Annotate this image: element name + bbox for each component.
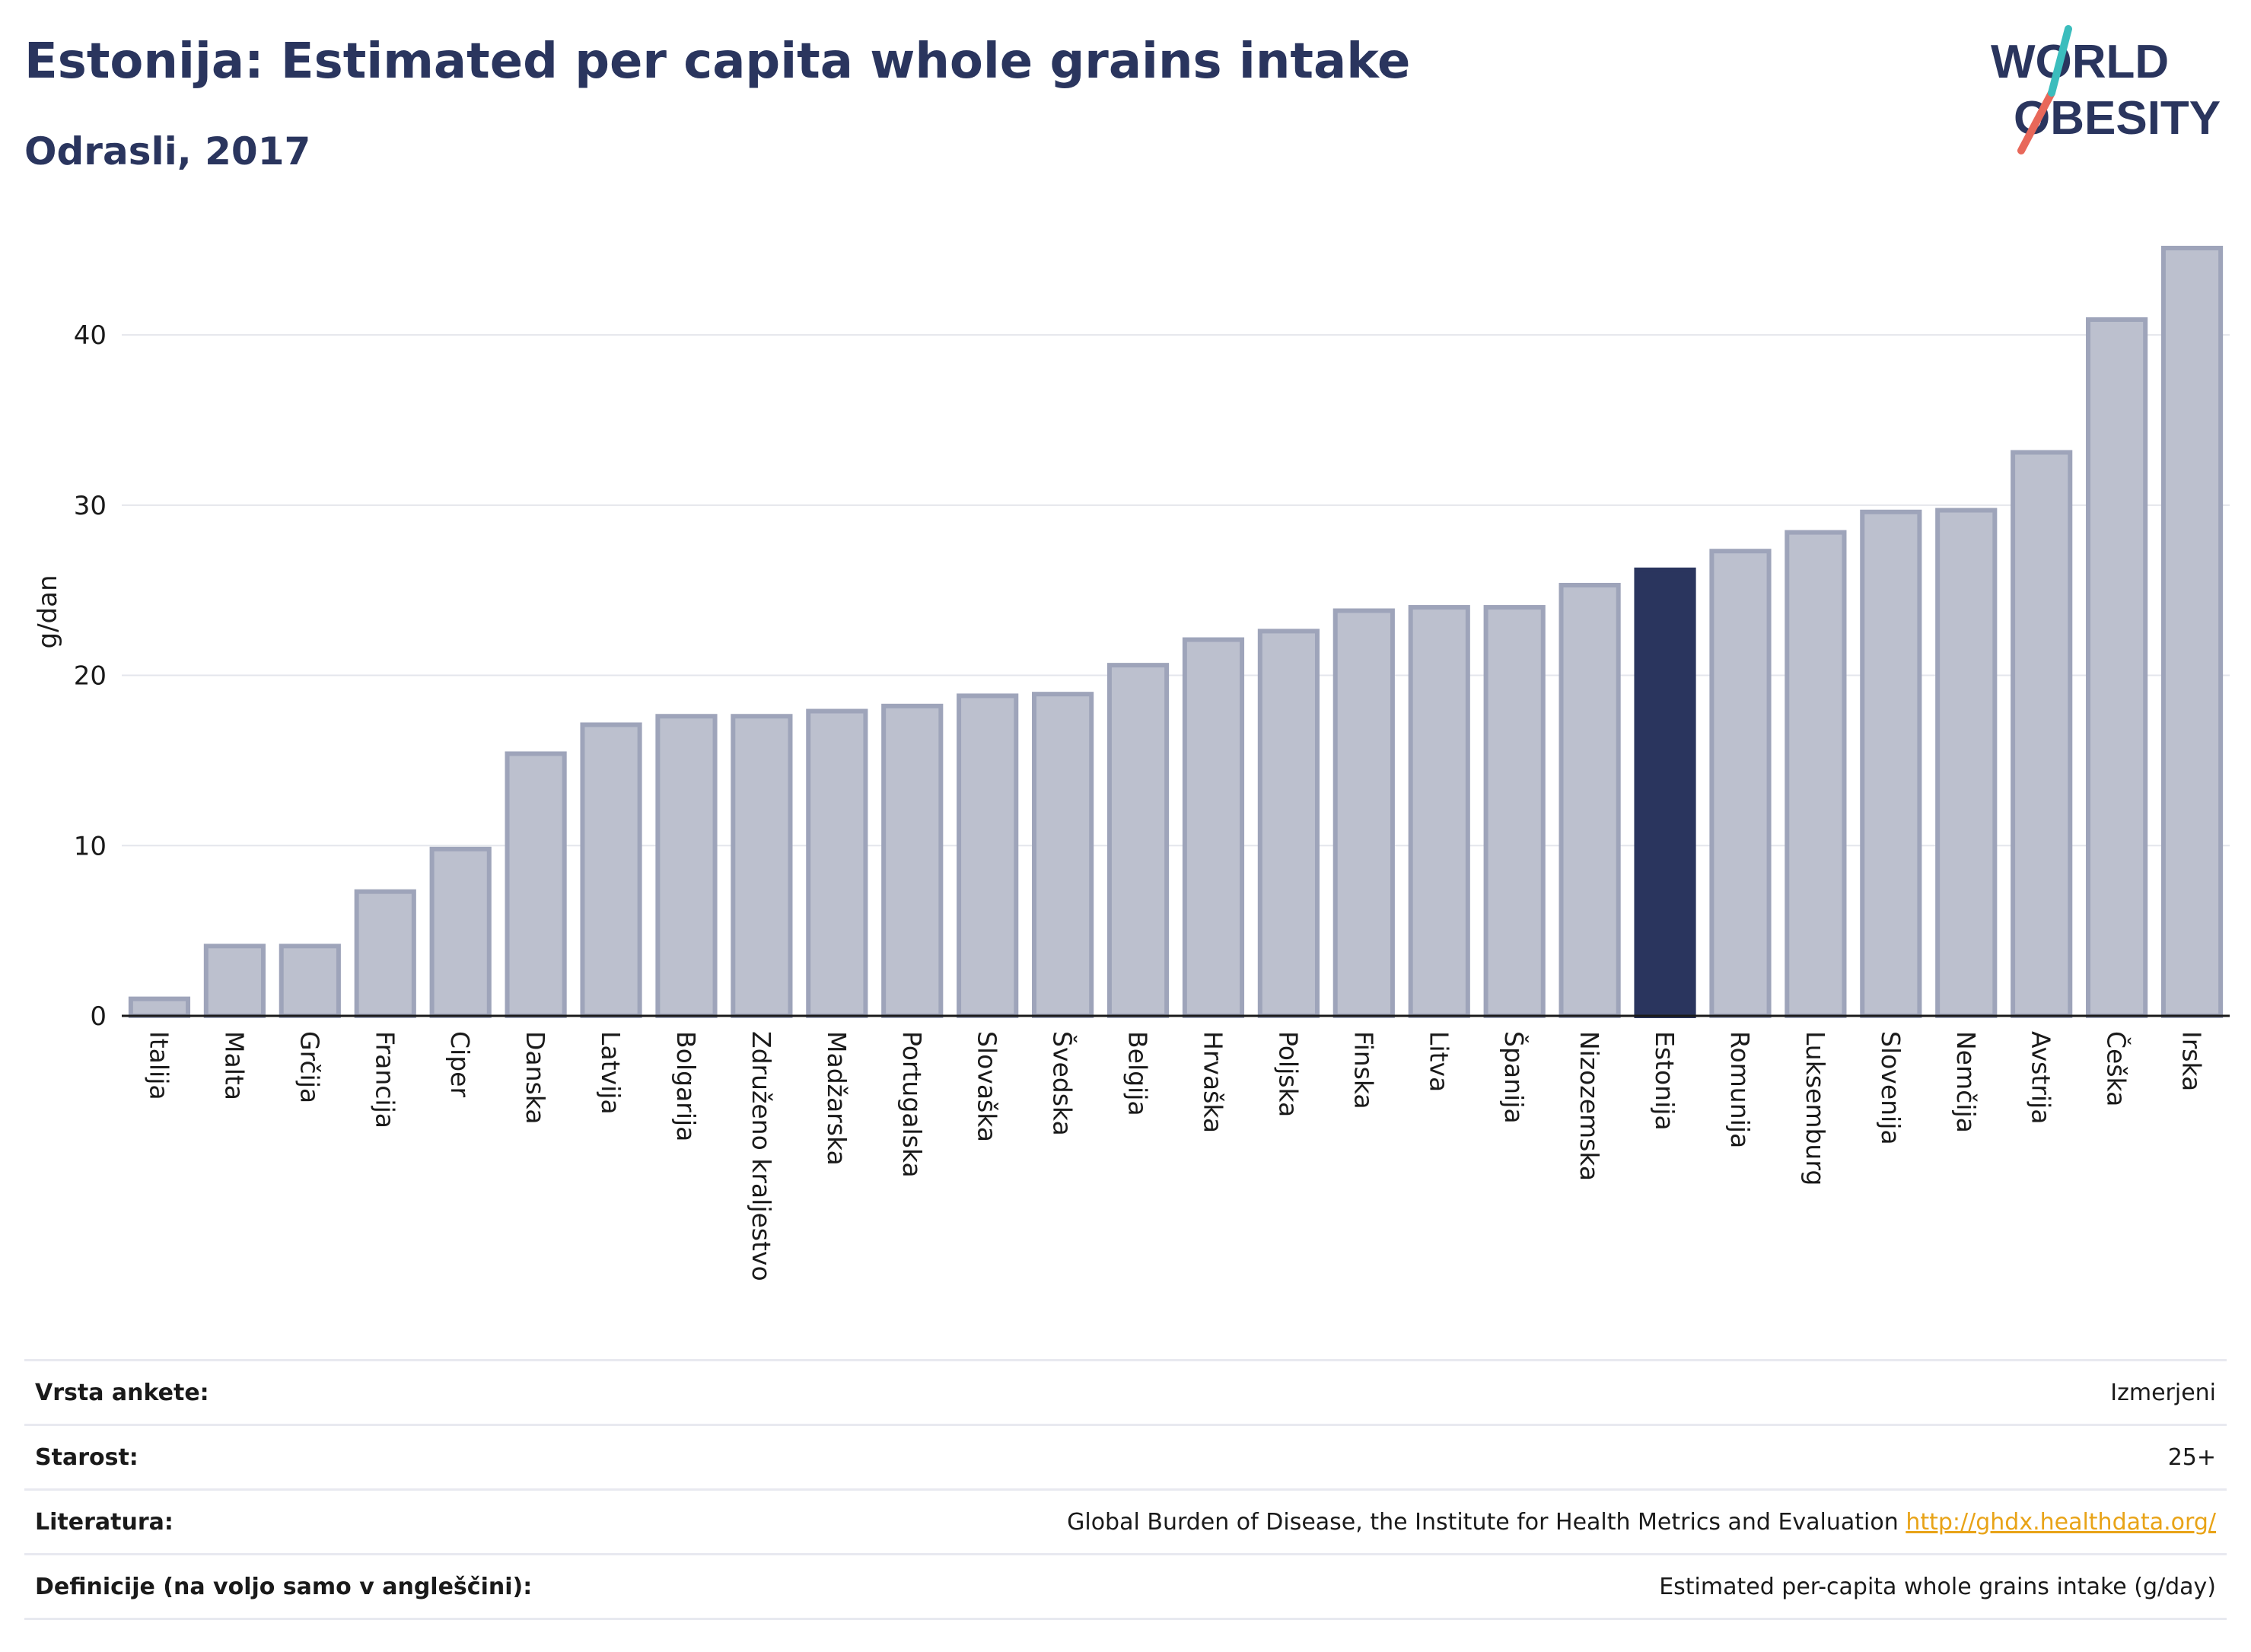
bar-poljska[interactable] [1257, 629, 1320, 1018]
meta-label: Literatura: [35, 1508, 174, 1536]
bar-belgija[interactable] [1106, 663, 1170, 1019]
bar-danska[interactable] [505, 751, 567, 1019]
x-tick-label: Latvija [596, 1031, 626, 1115]
svg-text:WORLD: WORLD [1991, 36, 2169, 88]
y-tick-label: 40 [74, 320, 107, 351]
y-tick-label: 10 [74, 831, 107, 861]
bar-avstrija[interactable] [2011, 450, 2073, 1018]
x-tick-label: Španija [1499, 1031, 1530, 1124]
metadata-table: Vrsta ankete: Izmerjeni Starost: 25+ Lit… [24, 1359, 2227, 1620]
bar-finska[interactable] [1332, 608, 1395, 1018]
bar-litva[interactable] [1408, 605, 1470, 1018]
y-tick-label: 0 [90, 1001, 107, 1032]
bar-nizozemska[interactable] [1559, 582, 1621, 1018]
meta-row-reference: Literatura: Global Burden of Disease, th… [24, 1488, 2227, 1553]
y-axis-label: g/dan [33, 575, 63, 648]
bars [128, 246, 2224, 1019]
reference-link[interactable]: http://ghdx.healthdata.org/ [1906, 1508, 2216, 1536]
x-tick-label: Avstrija [2027, 1031, 2056, 1124]
meta-row-survey-type: Vrsta ankete: Izmerjeni [24, 1359, 2227, 1424]
bar-španija[interactable] [1483, 605, 1546, 1018]
bar-italija[interactable] [128, 996, 191, 1018]
x-tick-label: Romunija [1725, 1031, 1755, 1148]
chart-subtitle: Odrasli, 2017 [24, 129, 311, 173]
meta-label: Definicije (na voljo samo v angleščini): [35, 1573, 533, 1600]
bar-malta[interactable] [203, 944, 266, 1018]
meta-row-age: Starost: 25+ [24, 1424, 2227, 1488]
bar-chart: 0 10 20 30 40 Italija Malta Grčija Francija Ciper… [33, 246, 2230, 1281]
world-obesity-logo: WORLD OBESITY [1991, 25, 2221, 154]
x-tick-label: Slovaška [973, 1031, 1002, 1142]
chart-title: Estonija: Estimated per capita whole gra… [24, 33, 1411, 90]
bar-luksemburg[interactable] [1785, 530, 1847, 1018]
bar-estonija[interactable] [1634, 567, 1696, 1018]
bar-češka[interactable] [2086, 317, 2148, 1018]
meta-row-definition: Definicije (na voljo samo v angleščini):… [24, 1553, 2227, 1620]
x-tick-label: Estonija [1650, 1031, 1679, 1131]
meta-value: Izmerjeni [2110, 1379, 2216, 1406]
bar-švedska[interactable] [1032, 692, 1094, 1019]
reference-text: Global Burden of Disease, the Institute … [1067, 1508, 1899, 1536]
bar-francija[interactable] [354, 889, 416, 1018]
axes: 0 10 20 30 40 Italija Malta Grčija Francija Ciper… [74, 320, 2230, 1281]
meta-value: Estimated per-capita whole grains intake… [1659, 1573, 2216, 1600]
x-tick-label: Švedska [1048, 1031, 1078, 1136]
bar-irska[interactable] [2160, 246, 2224, 1018]
x-tick-label: Slovenija [1876, 1031, 1906, 1145]
x-tick-label: Irska [2177, 1031, 2207, 1091]
x-tick-label: Italija [144, 1031, 174, 1100]
x-tick-label: Madžarska [822, 1031, 852, 1166]
x-tick-label: Češka [2102, 1031, 2132, 1106]
x-tick-label: Nizozemska [1574, 1031, 1604, 1181]
x-tick-label: Finska [1348, 1031, 1378, 1109]
bar-latvija[interactable] [580, 722, 642, 1019]
x-tick-label: Francija [370, 1031, 400, 1128]
x-tick-label: Hrvaška [1198, 1031, 1227, 1133]
x-tick-label: Belgija [1123, 1031, 1153, 1116]
bar-grčija[interactable] [279, 944, 341, 1018]
bar-ciper[interactable] [429, 846, 492, 1018]
x-tick-label: Grčija [295, 1031, 324, 1103]
bar-nemčija[interactable] [1935, 508, 1998, 1018]
bar-hrvaška[interactable] [1182, 637, 1245, 1018]
x-tick-label: Nemčija [1951, 1031, 1981, 1133]
bar-portugalska[interactable] [881, 703, 944, 1018]
meta-value: Global Burden of Disease, the Institute … [1067, 1509, 2227, 1536]
bar-madžarska[interactable] [806, 708, 868, 1018]
x-tick-label: Danska [521, 1031, 550, 1125]
bar-slovenija[interactable] [1860, 509, 1922, 1018]
x-tick-label: Ciper [445, 1031, 475, 1097]
x-tick-label: Portugalska [897, 1031, 927, 1178]
x-tick-label: Bolgarija [671, 1031, 701, 1141]
bar-združeno-kraljestvo[interactable] [731, 714, 793, 1018]
x-tick-label: Litva [1424, 1031, 1453, 1092]
x-tick-label: Poljska [1273, 1031, 1303, 1117]
y-tick-label: 20 [74, 661, 107, 692]
meta-value: 25+ [2167, 1444, 2216, 1471]
bar-slovaška[interactable] [957, 693, 1019, 1019]
bar-bolgarija[interactable] [655, 714, 718, 1018]
x-tick-label: Luksemburg [1800, 1031, 1830, 1186]
x-tick-label: Združeno kraljestvo [747, 1031, 776, 1281]
meta-label: Starost: [35, 1444, 138, 1471]
y-tick-label: 30 [74, 491, 107, 521]
bar-romunija[interactable] [1709, 549, 1772, 1018]
meta-label: Vrsta ankete: [35, 1379, 209, 1406]
x-tick-label: Malta [219, 1031, 249, 1100]
